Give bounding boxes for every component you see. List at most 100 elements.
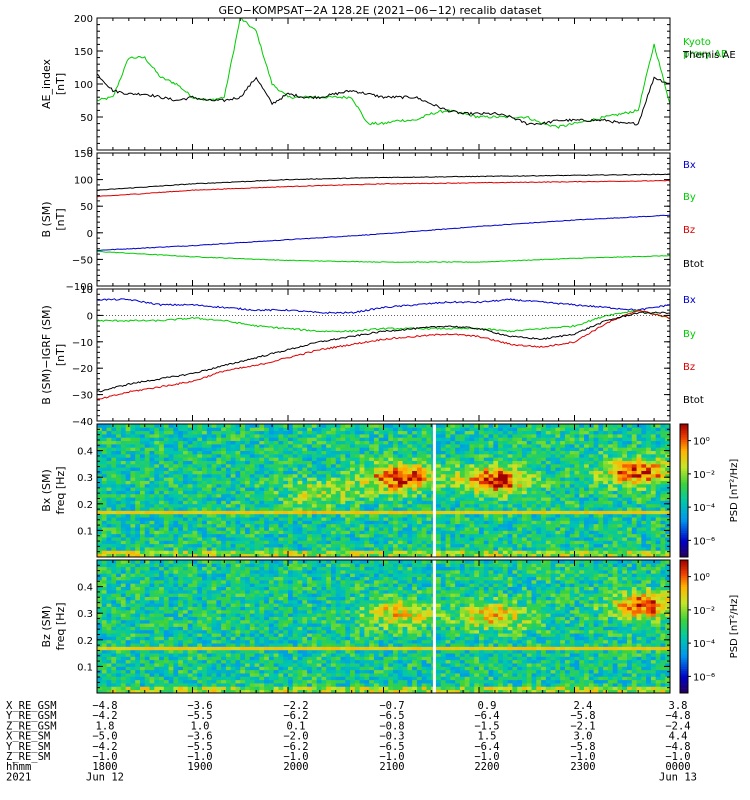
psd-cell	[416, 433, 423, 438]
psd-cell	[397, 447, 404, 451]
psd-cell	[144, 470, 150, 475]
psd-cell	[278, 513, 284, 518]
psd-cell	[507, 467, 513, 471]
psd-cell	[402, 513, 408, 518]
psd-cell	[225, 470, 232, 475]
psd-cell	[373, 470, 380, 475]
psd-cell	[316, 470, 322, 475]
psd-cell	[517, 450, 523, 455]
psd-cell	[493, 510, 499, 515]
psd-cell	[598, 457, 604, 461]
psd-cell	[316, 447, 322, 451]
psd-cell	[125, 500, 131, 505]
psd-cell	[297, 493, 303, 498]
psd-cell	[416, 537, 423, 541]
psd-cell	[302, 547, 308, 551]
psd-cell	[359, 443, 365, 448]
psd-cell	[445, 473, 451, 478]
psd-cell	[564, 530, 571, 535]
psd-cell	[488, 527, 494, 531]
psd-cell	[321, 477, 327, 481]
psd-cell	[135, 477, 141, 481]
psd-cell	[173, 460, 179, 465]
psd-cell	[292, 500, 298, 505]
psd-cell	[555, 460, 561, 465]
psd-cell	[350, 483, 356, 488]
psd-cell	[292, 533, 298, 538]
psd-cell	[359, 430, 365, 435]
psd-cell	[416, 503, 423, 508]
psd-cell	[130, 440, 136, 445]
psd-cell	[292, 553, 298, 558]
psd-cell	[393, 503, 399, 508]
psd-cell	[225, 550, 232, 555]
psd-cell	[574, 443, 580, 448]
psd-cell	[197, 490, 203, 495]
psd-cell	[111, 490, 117, 495]
psd-cell	[622, 427, 628, 432]
psd-cell	[178, 510, 184, 515]
psd-cell	[221, 473, 227, 478]
psd-cell	[555, 440, 561, 445]
psd-cell	[225, 500, 232, 505]
psd-cell	[354, 537, 361, 541]
psd-cell	[498, 473, 504, 478]
psd-cell	[450, 453, 456, 458]
psd-cell	[254, 497, 260, 501]
psd-cell	[139, 527, 146, 531]
psd-cell	[517, 437, 523, 442]
psd-cell	[612, 440, 618, 445]
psd-cell	[479, 513, 485, 518]
psd-cell	[440, 493, 446, 498]
psd-cell	[588, 523, 595, 528]
psd-cell	[521, 460, 528, 465]
psd-cell	[560, 550, 566, 555]
psd-cell	[216, 450, 222, 455]
psd-cell	[550, 523, 556, 528]
psd-cell	[211, 460, 217, 465]
psd-cell	[307, 510, 313, 515]
psd-cell	[159, 510, 165, 515]
psd-cell	[330, 490, 337, 495]
psd-cell	[479, 470, 485, 475]
psd-cell	[144, 517, 150, 521]
psd-cell	[292, 440, 298, 445]
psd-cell	[211, 547, 217, 551]
legend-bz: Bz	[683, 362, 695, 373]
psd-cell	[192, 537, 198, 541]
psd-cell	[531, 533, 537, 538]
psd-cell	[249, 520, 255, 525]
psd-cell	[216, 513, 222, 518]
psd-cell	[412, 463, 418, 468]
psd-cell	[311, 427, 318, 432]
psd-cell	[106, 500, 112, 505]
psd-cell	[197, 517, 203, 521]
psd-cell	[364, 480, 370, 485]
psd-cell	[603, 483, 609, 488]
psd-cell	[173, 500, 179, 505]
psd-cell	[192, 500, 198, 505]
psd-cell	[350, 540, 356, 545]
psd-cell	[569, 463, 575, 468]
psd-cell	[369, 507, 375, 511]
psd-cell	[455, 477, 461, 481]
psd-cell	[507, 527, 513, 531]
psd-cell	[622, 443, 628, 448]
psd-cell	[245, 513, 251, 518]
psd-cell	[264, 487, 270, 491]
psd-cell	[139, 477, 146, 481]
psd-cell	[235, 490, 241, 495]
psd-cell	[603, 480, 609, 485]
psd-cell	[211, 553, 217, 558]
psd-cell	[249, 427, 255, 432]
psd-cell	[120, 437, 127, 442]
psd-cell	[182, 427, 189, 432]
psd-cell	[120, 537, 127, 541]
psd-cell	[421, 480, 427, 485]
psd-cell	[541, 503, 547, 508]
psd-cell	[469, 477, 475, 481]
psd-cell	[330, 500, 337, 505]
psd-cell	[574, 457, 580, 461]
psd-cell	[230, 473, 236, 478]
psd-cell	[345, 493, 351, 498]
